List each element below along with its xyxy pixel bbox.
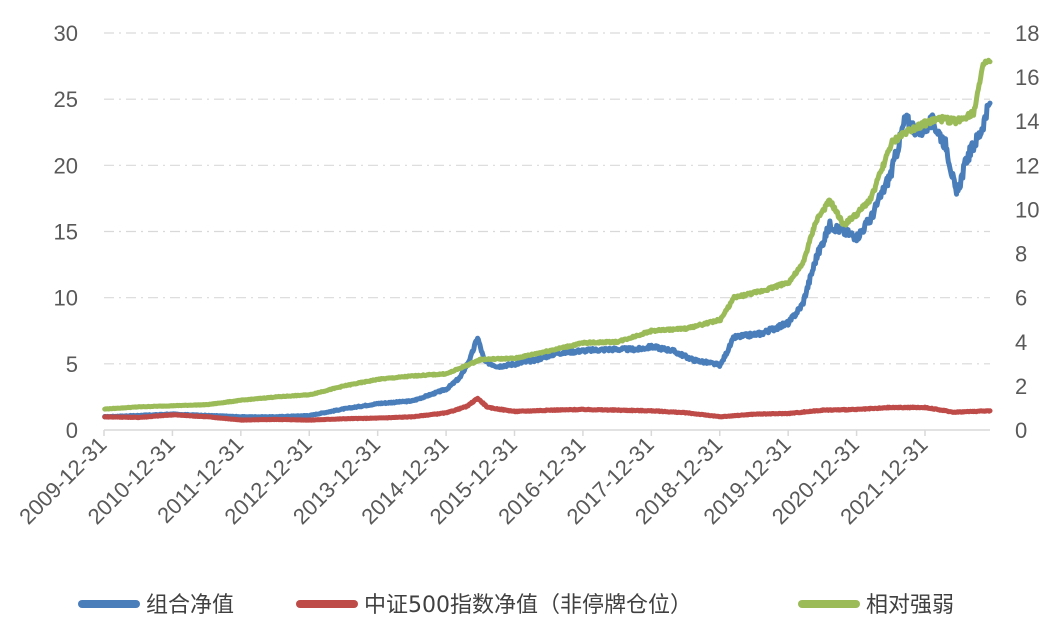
legend-item-relative-strength: 相对强弱	[798, 593, 954, 618]
left-y-tick-label: 5	[66, 352, 78, 377]
legend-label-csi500-nav: 中证500指数净值（非停牌仓位）	[364, 593, 692, 618]
left-y-axis: 0 5 10 15 20 25 30	[54, 21, 78, 443]
gridlines	[104, 32, 990, 365]
series-lines	[102, 57, 993, 423]
right-y-tick-label: 4	[1015, 330, 1027, 355]
right-y-tick-label: 8	[1015, 242, 1027, 267]
right-y-tick-label: 12	[1015, 153, 1039, 178]
legend-item-csi500-nav: 中证500指数净值（非停牌仓位）	[296, 593, 692, 618]
left-y-tick-label: 10	[54, 286, 78, 311]
right-y-tick-label: 0	[1015, 418, 1027, 443]
legend: 组合净值 中证500指数净值（非停牌仓位） 相对强弱	[78, 593, 954, 618]
x-axis-tick-labels: 2009-12-312010-12-312011-12-312012-12-31…	[14, 430, 933, 529]
left-y-tick-label: 0	[66, 418, 78, 443]
left-y-tick-label: 20	[54, 153, 78, 178]
left-y-tick-label: 25	[54, 87, 78, 112]
series-line-2	[102, 57, 993, 412]
left-y-tick-label: 15	[54, 220, 78, 245]
series-line-1	[102, 395, 993, 423]
legend-label-portfolio-nav: 组合净值	[146, 593, 234, 618]
right-y-tick-label: 2	[1015, 374, 1027, 399]
legend-label-relative-strength: 相对强弱	[866, 593, 954, 618]
right-y-tick-label: 16	[1015, 65, 1039, 90]
right-y-tick-label: 10	[1015, 197, 1039, 222]
left-y-tick-label: 30	[54, 21, 78, 46]
series-line-0	[102, 100, 993, 420]
right-y-tick-label: 14	[1015, 109, 1039, 134]
right-y-tick-label: 6	[1015, 286, 1027, 311]
right-y-axis: 0 2 4 6 8 10 12 14 16 18	[1015, 21, 1039, 443]
right-y-tick-label: 18	[1015, 21, 1039, 46]
legend-item-portfolio-nav: 组合净值	[78, 593, 234, 618]
